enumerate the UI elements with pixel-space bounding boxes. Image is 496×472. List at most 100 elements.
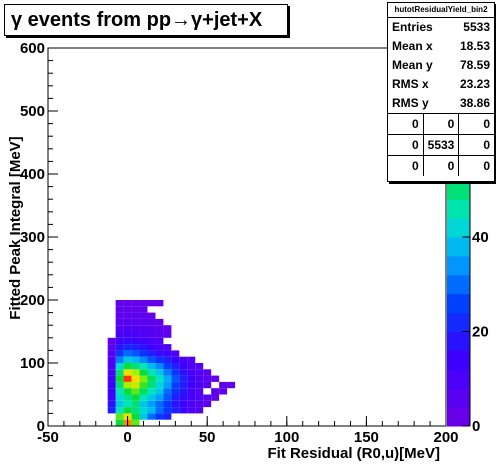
heatmap-cell [139, 375, 148, 382]
heatmap-cell [123, 400, 132, 408]
heatmap-cell [203, 381, 212, 389]
heatmap-cell [147, 407, 156, 414]
palette-segment [447, 331, 470, 351]
heatmap-cells [107, 300, 236, 426]
stats-label: Mean y [392, 58, 433, 72]
heatmap-cell [171, 407, 180, 414]
heatmap-cell [195, 394, 204, 401]
heatmap-cell [147, 312, 156, 319]
heatmap-cell [107, 356, 116, 363]
heatmap-cell [179, 381, 188, 389]
heatmap-cell [139, 325, 148, 332]
heatmap-cell [123, 381, 132, 389]
heatmap-cell [219, 388, 228, 395]
heatmap-cell [155, 356, 164, 363]
heatmap-cell [115, 407, 124, 414]
heatmap-cell [107, 400, 116, 408]
palette-segment [447, 180, 470, 200]
y-tick-label: 600 [20, 40, 45, 57]
y-tick-label: 500 [20, 103, 45, 120]
heatmap-cell [131, 300, 140, 307]
heatmap-cell [123, 331, 132, 338]
stats-label: RMS y [392, 96, 429, 110]
stats-row: Entries 5533 [388, 18, 494, 37]
x-tick-label: -50 [37, 429, 59, 446]
heatmap-cell [139, 394, 148, 401]
heatmap-cell [155, 337, 164, 345]
x-tick-label: 200 [433, 429, 458, 446]
palette-segment [447, 388, 470, 408]
heatmap-cell [147, 375, 156, 382]
heatmap-cell [123, 312, 132, 319]
heatmap-cell [211, 375, 220, 382]
heatmap-cell [203, 369, 212, 376]
heatmap-cell [163, 369, 172, 376]
heatmap-cell [179, 356, 188, 363]
heatmap-cell [155, 350, 164, 357]
heatmap-cell [131, 419, 140, 426]
heatmap-cell [131, 375, 140, 382]
heatmap-cell [211, 388, 220, 395]
heatmap-cell [131, 356, 140, 363]
heatmap-cell [131, 388, 140, 395]
heatmap-cell [147, 400, 156, 408]
heatmap-cell [155, 381, 164, 389]
x-tick-label: 150 [354, 429, 379, 446]
heatmap-cell [123, 388, 132, 395]
stats-grid-cell: 0 [424, 156, 460, 176]
heatmap-cell [155, 318, 164, 326]
heatmap-cell [131, 350, 140, 357]
heatmap-cell [123, 369, 132, 376]
heatmap-cell [115, 344, 124, 351]
palette-segment [447, 293, 470, 314]
x-tick-label: 0 [123, 429, 131, 446]
heatmap-cell [147, 337, 156, 345]
palette-segment [447, 312, 470, 332]
stats-label: Entries [392, 20, 433, 34]
heatmap-cell [203, 375, 212, 382]
heatmap-cell [155, 394, 164, 401]
heatmap-cell [163, 394, 172, 401]
heatmap-cell [171, 394, 180, 401]
heatmap-cell [123, 306, 132, 313]
heatmap-cell [147, 318, 156, 326]
stats-value: 23.23 [459, 77, 490, 91]
heatmap-cell [147, 325, 156, 332]
stats-box: hutotResidualYield_bin2 Entries 5533 Mean … [387, 2, 495, 182]
stats-grid-cell: 0 [483, 159, 491, 173]
stats-grid-cell: 5533 [424, 135, 460, 155]
heatmap-cell [163, 381, 172, 389]
palette-segment [447, 255, 470, 276]
heatmap-cell [139, 407, 148, 414]
heatmap-cell [115, 306, 124, 313]
palette-segment [447, 407, 470, 427]
heatmap-cell [115, 381, 124, 389]
heatmap-cell [179, 375, 188, 382]
heatmap-cell [155, 363, 164, 370]
heatmap-cell [123, 363, 132, 370]
palette-segment [447, 218, 470, 238]
stats-grid-cell: 0 [388, 135, 424, 155]
heatmap-cell [171, 363, 180, 370]
heatmap-cell [115, 356, 124, 363]
heatmap-cell [115, 350, 124, 357]
heatmap-cell [115, 400, 124, 408]
heatmap-cell [211, 394, 220, 401]
heatmap-cell [155, 375, 164, 382]
heatmap-cell [147, 344, 156, 351]
heatmap-cell [171, 375, 180, 382]
heatmap-cell [115, 300, 124, 307]
palette-tick-label: 0 [472, 418, 480, 435]
y-tick-label: 0 [37, 418, 45, 435]
heatmap-cell [195, 369, 204, 376]
heatmap-cell [179, 407, 188, 414]
stats-value: 18.53 [459, 39, 490, 53]
heatmap-cell [115, 331, 124, 338]
heatmap-cell [187, 394, 196, 401]
heatmap-cell [147, 363, 156, 370]
heatmap-cell [107, 337, 116, 345]
heatmap-cell [131, 369, 140, 376]
heatmap-cell [163, 356, 172, 363]
heatmap-cell [147, 388, 156, 395]
stats-value: 78.59 [459, 58, 490, 72]
